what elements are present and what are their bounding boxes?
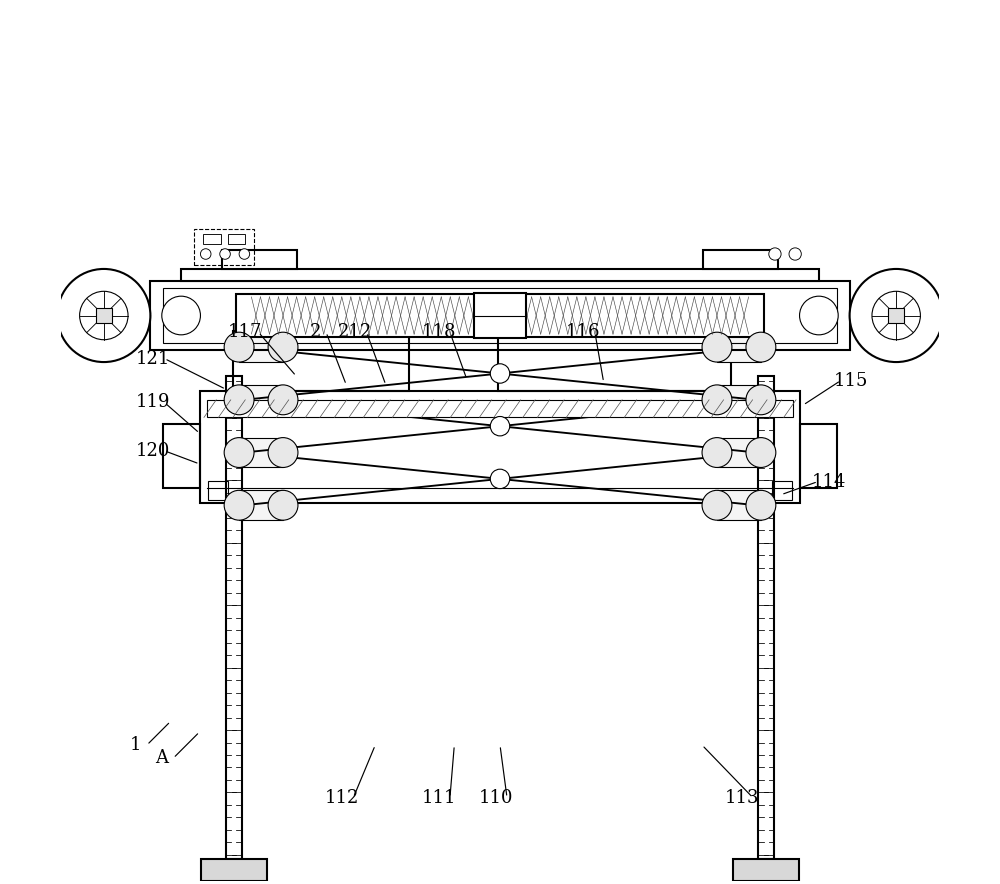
Bar bbox=[733, 859, 799, 881]
Circle shape bbox=[702, 332, 732, 362]
Circle shape bbox=[490, 364, 510, 383]
Circle shape bbox=[162, 296, 200, 335]
Text: 120: 120 bbox=[136, 442, 170, 460]
Text: 114: 114 bbox=[812, 473, 847, 491]
Bar bbox=[717, 491, 761, 520]
Text: 110: 110 bbox=[478, 789, 513, 807]
Text: 115: 115 bbox=[834, 371, 869, 390]
Text: 121: 121 bbox=[136, 349, 170, 368]
Text: 112: 112 bbox=[325, 789, 359, 807]
Bar bbox=[228, 233, 245, 244]
Bar bbox=[203, 233, 221, 244]
Bar bbox=[96, 308, 112, 324]
Circle shape bbox=[490, 416, 510, 436]
Bar bbox=[800, 424, 837, 488]
Bar bbox=[163, 424, 200, 488]
Circle shape bbox=[490, 469, 510, 489]
Circle shape bbox=[239, 248, 250, 259]
Text: 116: 116 bbox=[566, 324, 601, 341]
Circle shape bbox=[268, 385, 298, 415]
Bar bbox=[236, 294, 764, 337]
Circle shape bbox=[268, 491, 298, 520]
Circle shape bbox=[702, 491, 732, 520]
Circle shape bbox=[850, 269, 943, 362]
Bar bbox=[474, 293, 526, 339]
Bar bbox=[201, 859, 267, 881]
Text: 119: 119 bbox=[136, 393, 170, 411]
Circle shape bbox=[746, 438, 776, 468]
Circle shape bbox=[789, 248, 801, 260]
Circle shape bbox=[702, 438, 732, 468]
Bar bbox=[181, 269, 819, 281]
Circle shape bbox=[746, 385, 776, 415]
Bar bbox=[758, 376, 774, 859]
Bar bbox=[498, 332, 731, 391]
Bar bbox=[717, 332, 761, 362]
Circle shape bbox=[224, 332, 254, 362]
Circle shape bbox=[746, 332, 776, 362]
Text: A: A bbox=[155, 750, 168, 767]
Circle shape bbox=[224, 438, 254, 468]
Bar bbox=[717, 385, 761, 415]
Text: 111: 111 bbox=[421, 789, 456, 807]
Text: 117: 117 bbox=[228, 324, 262, 341]
Bar bbox=[222, 249, 297, 269]
Circle shape bbox=[746, 491, 776, 520]
Text: 212: 212 bbox=[338, 324, 372, 341]
Bar bbox=[163, 288, 837, 343]
Circle shape bbox=[224, 385, 254, 415]
Bar bbox=[208, 481, 228, 500]
Circle shape bbox=[220, 248, 230, 259]
Circle shape bbox=[200, 248, 211, 259]
Circle shape bbox=[268, 332, 298, 362]
Bar bbox=[226, 376, 242, 859]
Bar bbox=[200, 391, 800, 504]
Circle shape bbox=[769, 248, 781, 260]
Bar bbox=[239, 385, 283, 415]
Text: 2: 2 bbox=[310, 324, 321, 341]
Circle shape bbox=[800, 296, 838, 335]
Bar bbox=[207, 400, 793, 417]
Bar bbox=[239, 332, 283, 362]
Bar bbox=[772, 481, 792, 500]
Circle shape bbox=[702, 385, 732, 415]
Text: 1: 1 bbox=[130, 736, 141, 754]
Bar bbox=[233, 332, 409, 391]
Circle shape bbox=[80, 292, 128, 339]
Bar bbox=[239, 491, 283, 520]
Text: 118: 118 bbox=[421, 324, 456, 341]
Bar bbox=[239, 438, 283, 468]
Bar bbox=[717, 438, 761, 468]
Circle shape bbox=[224, 491, 254, 520]
Bar bbox=[194, 229, 254, 265]
Circle shape bbox=[872, 292, 920, 339]
Circle shape bbox=[57, 269, 150, 362]
Bar bbox=[150, 281, 850, 350]
Circle shape bbox=[268, 438, 298, 468]
Bar bbox=[703, 249, 778, 269]
Text: 113: 113 bbox=[724, 789, 759, 807]
Bar bbox=[888, 308, 904, 324]
